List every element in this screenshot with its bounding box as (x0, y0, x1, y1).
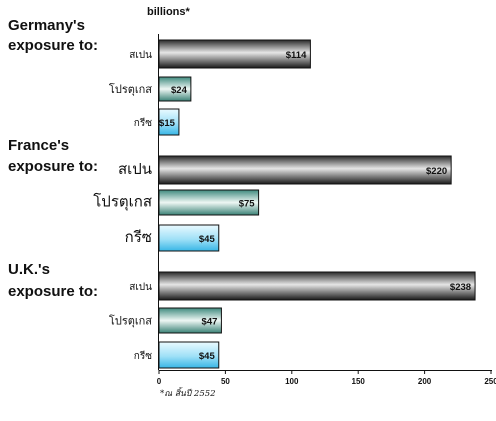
group-label-3-line-2: exposure to: (8, 283, 98, 300)
x-tick-label-100: 100 (285, 377, 299, 386)
unit-label: billions* (147, 6, 191, 18)
group-label-2-line-2: exposure to: (8, 158, 98, 175)
category-label-2-3: กรีซ (125, 228, 152, 246)
bar-2-2 (158, 189, 260, 216)
bar-2-3 (158, 224, 220, 252)
bar-1-1 (158, 39, 311, 69)
data-label-1-3: $15 (159, 118, 176, 129)
bar-3-3 (158, 341, 220, 369)
category-label-3-2: โปรตุเกส (109, 314, 152, 328)
bar-3-2 (158, 307, 222, 334)
data-label-1-1: $114 (286, 50, 307, 61)
data-label-2-2: $75 (239, 199, 256, 210)
category-label-1-2: โปรตุเกส (109, 82, 152, 96)
data-label-2-3: $45 (199, 234, 216, 245)
data-label-1-2: $24 (171, 85, 188, 96)
group-label-2-line-1: France's (8, 137, 69, 154)
data-label-3-1: $238 (450, 282, 471, 293)
category-label-3-1: สเปน (129, 282, 152, 293)
x-tick-label-0: 0 (157, 377, 162, 386)
bar-2-1 (158, 155, 452, 185)
group-label-3-line-1: U.K.'s (8, 261, 50, 278)
category-label-2-1: สเปน (118, 160, 152, 178)
category-label-2-2: โปรตุเกส (93, 193, 152, 212)
x-tick-label-150: 150 (352, 377, 366, 386)
group-label-1-line-2: exposure to: (8, 37, 98, 54)
x-tick-label-250: 250 (484, 377, 496, 386)
group-label-1-line-1: Germany's (8, 17, 85, 34)
category-label-1-1: สเปน (129, 50, 152, 61)
data-label-2-1: $220 (426, 166, 447, 177)
category-label-3-3: กรีซ (134, 350, 152, 362)
footnote: *ณ สิ้นปี 2552 (160, 387, 216, 399)
bar-3-1 (158, 271, 476, 301)
category-label-1-3: กรีซ (134, 117, 152, 129)
x-tick-label-200: 200 (418, 377, 432, 386)
data-label-3-3: $45 (199, 351, 216, 362)
x-tick-label-50: 50 (221, 377, 230, 386)
bar-1-2 (158, 76, 192, 102)
data-label-3-2: $47 (202, 317, 218, 328)
